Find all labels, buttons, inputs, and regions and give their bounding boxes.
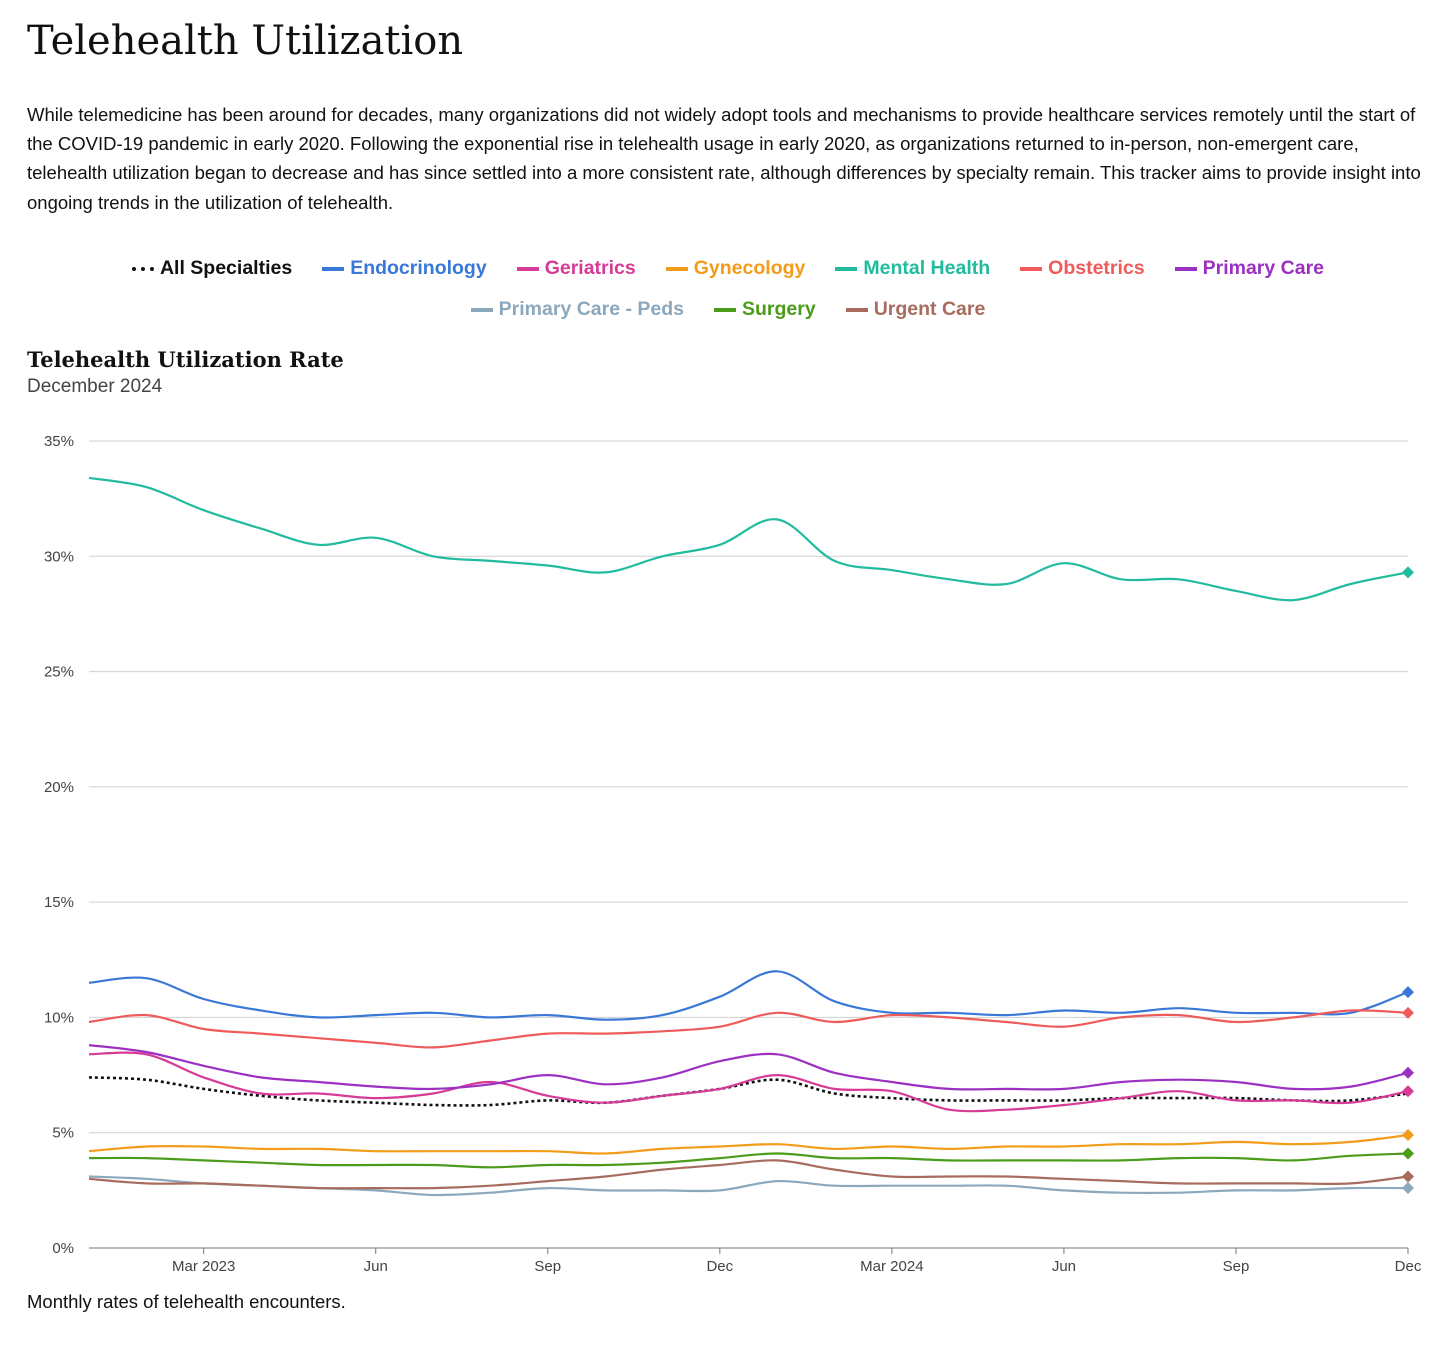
legend-label: Obstetrics — [1048, 257, 1145, 279]
end-marker-obstetrics[interactable] — [1402, 1006, 1414, 1019]
legend-label: All Specialties — [159, 257, 293, 279]
end-marker-urgent-care[interactable] — [1402, 1170, 1414, 1183]
legend-swatch-icon — [516, 266, 539, 271]
x-axis: Mar 2023 Jun Sep Dec Mar 2024 Jun Sep Dec — [172, 1248, 1422, 1275]
x-tick-label: Mar 2024 — [860, 1258, 923, 1275]
chart-title: Telehealth Utilization Rate — [27, 347, 344, 372]
legend-swatch-icon — [1174, 266, 1197, 271]
legend-row-1: All Specialties Endocrinology Geriatrics… — [0, 248, 1456, 289]
end-marker-primary-care-peds[interactable] — [1402, 1182, 1414, 1195]
legend-swatch-icon — [845, 307, 868, 312]
legend-item-all-specialties[interactable]: All Specialties — [131, 257, 293, 280]
legend-swatch-icon — [470, 307, 493, 312]
series-line-geriatrics[interactable] — [88, 1051, 1409, 1113]
page-title: Telehealth Utilization — [27, 18, 464, 64]
x-tick-label: Jun — [1052, 1258, 1076, 1275]
series-line-mental-health[interactable] — [88, 476, 1409, 602]
legend-item-primary-care[interactable]: Primary Care — [1174, 257, 1325, 280]
series-line-urgent-care[interactable] — [88, 1159, 1409, 1190]
y-tick-label: 0% — [52, 1240, 74, 1257]
legend-label: Urgent Care — [873, 298, 986, 320]
y-tick-label: 30% — [44, 548, 74, 565]
intro-paragraph: While telemedicine has been around for d… — [27, 104, 1421, 213]
series-line-surgery[interactable] — [88, 1152, 1409, 1169]
legend-item-mental-health[interactable]: Mental Health — [835, 257, 990, 280]
x-tick-label: Sep — [1223, 1258, 1250, 1275]
series-line-primary-care[interactable] — [88, 1044, 1409, 1091]
legend-label: Mental Health — [863, 257, 991, 279]
legend-label: Surgery — [742, 298, 816, 320]
y-tick-label: 15% — [44, 894, 74, 911]
legend-item-surgery[interactable]: Surgery — [714, 298, 816, 321]
legend-item-endocrinology[interactable]: Endocrinology — [322, 257, 487, 280]
legend-item-gynecology[interactable]: Gynecology — [665, 257, 806, 280]
legend-row-2: Primary Care - Peds Surgery Urgent Care — [0, 289, 1456, 330]
x-tick-label: Sep — [534, 1258, 561, 1275]
legend-label: Primary Care - Peds — [498, 298, 685, 320]
legend-label: Endocrinology — [350, 257, 487, 279]
legend-item-primary-care-peds[interactable]: Primary Care - Peds — [470, 298, 685, 321]
y-tick-label: 10% — [44, 1009, 74, 1026]
series-line-obstetrics[interactable] — [88, 1009, 1409, 1049]
y-tick-label: 25% — [44, 664, 74, 681]
end-marker-geriatrics[interactable] — [1402, 1085, 1414, 1098]
series-line-gynecology[interactable] — [88, 1133, 1409, 1155]
legend-swatch-icon — [1020, 266, 1043, 271]
x-tick-label: Mar 2023 — [172, 1258, 235, 1275]
series-lines — [88, 476, 1409, 1197]
y-axis-labels: 0% 5% 10% 15% 20% 25% 30% 35% — [44, 433, 74, 1257]
y-tick-label: 20% — [44, 779, 74, 796]
chart-subtitle: December 2024 — [27, 376, 163, 397]
end-marker-gynecology[interactable] — [1402, 1129, 1414, 1142]
legend-item-urgent-care[interactable]: Urgent Care — [845, 298, 986, 321]
legend-label: Gynecology — [693, 257, 806, 279]
end-marker-primary-care[interactable] — [1402, 1066, 1414, 1079]
end-marker-endocrinology[interactable] — [1402, 986, 1414, 999]
end-marker-surgery[interactable] — [1402, 1147, 1414, 1160]
legend-item-geriatrics[interactable]: Geriatrics — [516, 257, 636, 280]
legend-label: Primary Care — [1202, 257, 1325, 279]
chart-legend: All Specialties Endocrinology Geriatrics… — [0, 248, 1456, 330]
x-tick-label: Dec — [1395, 1258, 1422, 1275]
legend-swatch-icon — [322, 266, 345, 271]
x-tick-label: Dec — [706, 1258, 733, 1275]
legend-swatch-icon — [714, 307, 737, 312]
series-line-primary-care-peds[interactable] — [88, 1175, 1409, 1197]
line-chart: 0% 5% 10% 15% 20% 25% 30% 35% Mar 2023 Jun Sep Dec… — [44, 433, 1422, 1275]
series-line-endocrinology[interactable] — [88, 970, 1409, 1021]
series-line-all-specialties[interactable] — [88, 1076, 1409, 1107]
legend-label: Geriatrics — [544, 257, 636, 279]
legend-swatch-icon — [131, 266, 154, 271]
end-markers — [1402, 566, 1414, 1195]
chart-note: Monthly rates of telehealth encounters. — [27, 1291, 346, 1312]
x-tick-label: Jun — [364, 1258, 388, 1275]
legend-swatch-icon — [665, 266, 688, 271]
end-marker-mental-health[interactable] — [1402, 566, 1414, 579]
y-tick-label: 35% — [44, 433, 74, 450]
y-tick-label: 5% — [52, 1125, 74, 1142]
gridlines — [89, 440, 1408, 1249]
legend-swatch-icon — [835, 266, 858, 271]
legend-item-obstetrics[interactable]: Obstetrics — [1020, 257, 1145, 280]
